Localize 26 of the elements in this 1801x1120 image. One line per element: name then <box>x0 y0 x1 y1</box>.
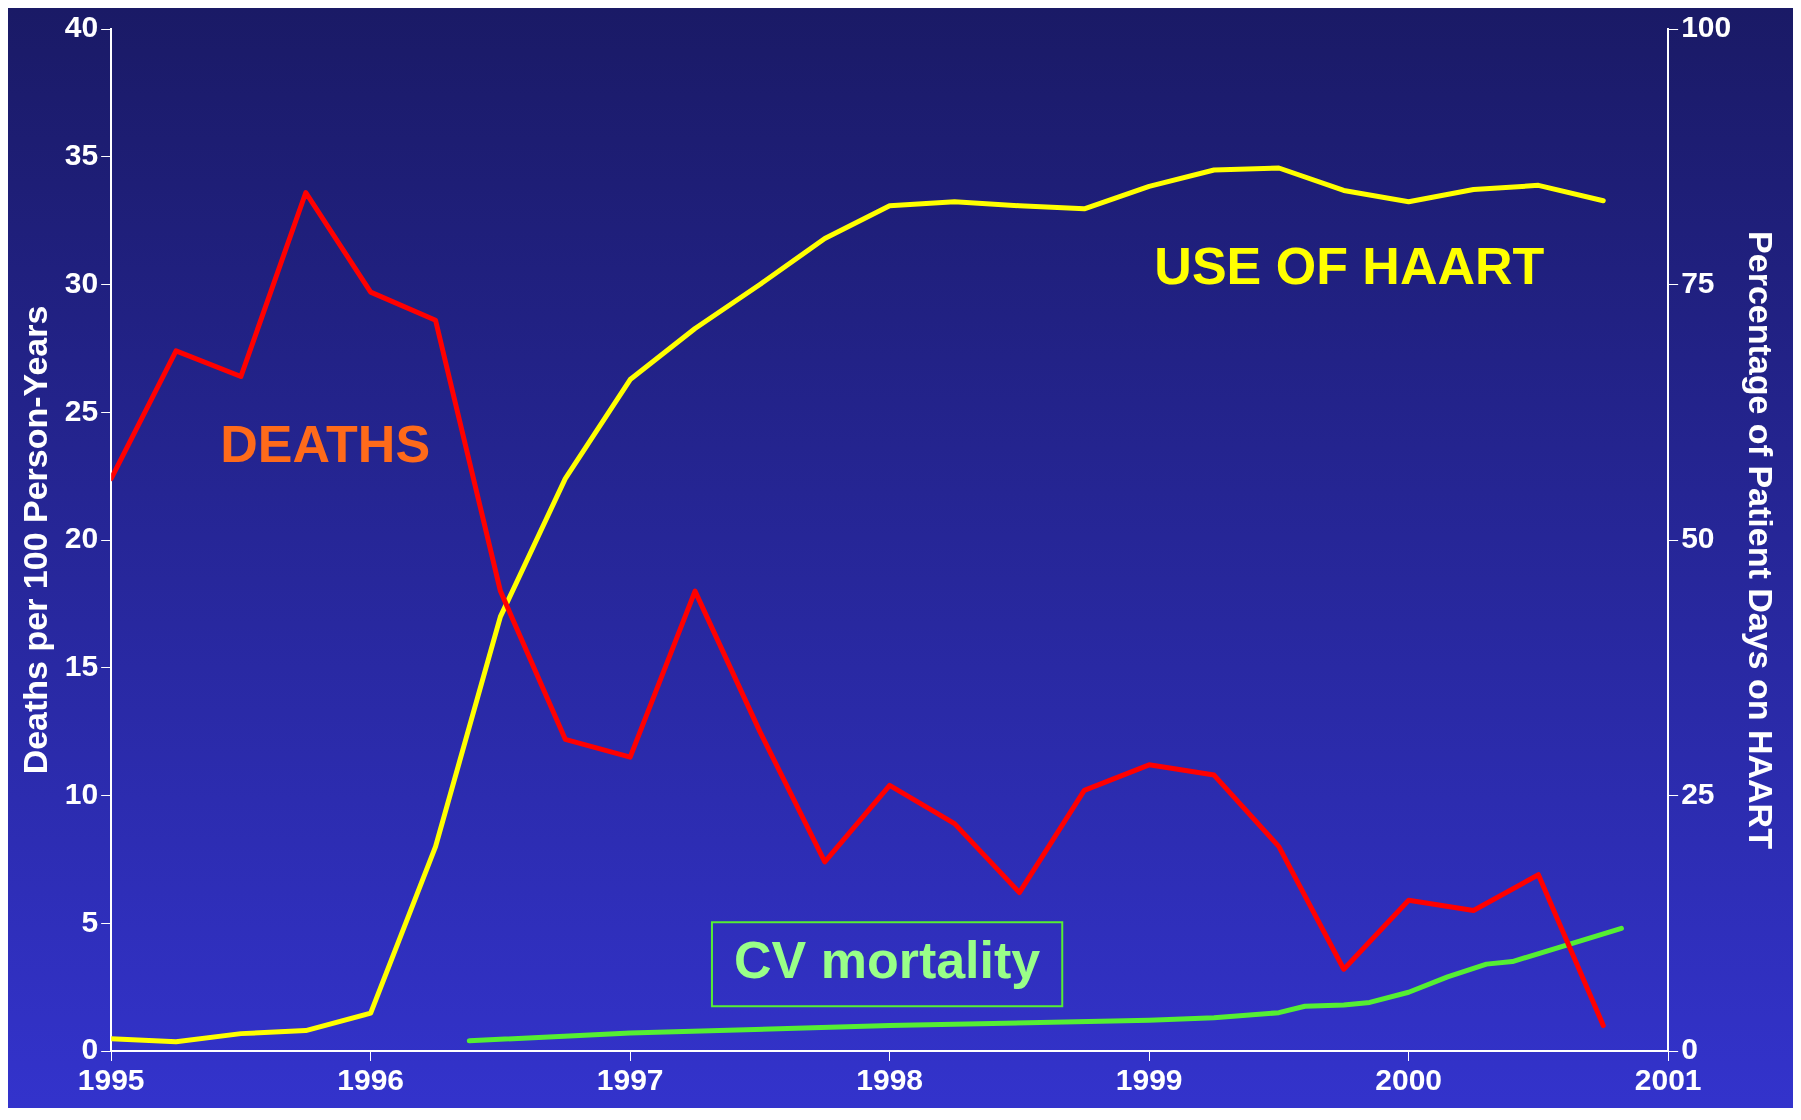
y-tick-label: 15 <box>64 649 99 683</box>
y-tick-label: 10 <box>64 776 99 810</box>
series-label: USE OF HAART <box>1154 236 1545 295</box>
y-tick-label: 0 <box>81 1032 99 1066</box>
y-tick-label: 30 <box>64 265 99 299</box>
x-tick-label: 1996 <box>337 1063 405 1097</box>
y2-tick-label: 100 <box>1681 10 1732 44</box>
y-tick-label: 25 <box>64 393 99 427</box>
y-axis-title: Deaths per 100 Person-Years <box>15 305 54 775</box>
x-tick-label: 2000 <box>1375 1063 1443 1097</box>
series-label: CV mortality <box>733 931 1041 990</box>
x-tick-label: 1997 <box>596 1063 664 1097</box>
x-tick-label: 1995 <box>77 1063 145 1097</box>
x-tick-label: 2001 <box>1634 1063 1702 1097</box>
series-label: DEATHS <box>220 415 431 474</box>
y-tick-label: 5 <box>81 904 99 938</box>
y-tick-label: 40 <box>64 10 99 44</box>
y-tick-label: 20 <box>64 521 99 555</box>
x-tick-label: 1999 <box>1115 1063 1183 1097</box>
y2-tick-label: 50 <box>1681 521 1715 555</box>
y2-axis-title: Percentage of Patient Days on HAART <box>1742 231 1781 850</box>
y-tick-label: 35 <box>64 138 99 172</box>
y2-tick-label: 0 <box>1681 1032 1698 1066</box>
y2-tick-label: 75 <box>1681 265 1715 299</box>
x-tick-label: 1998 <box>856 1063 924 1097</box>
y2-tick-label: 25 <box>1681 776 1715 810</box>
